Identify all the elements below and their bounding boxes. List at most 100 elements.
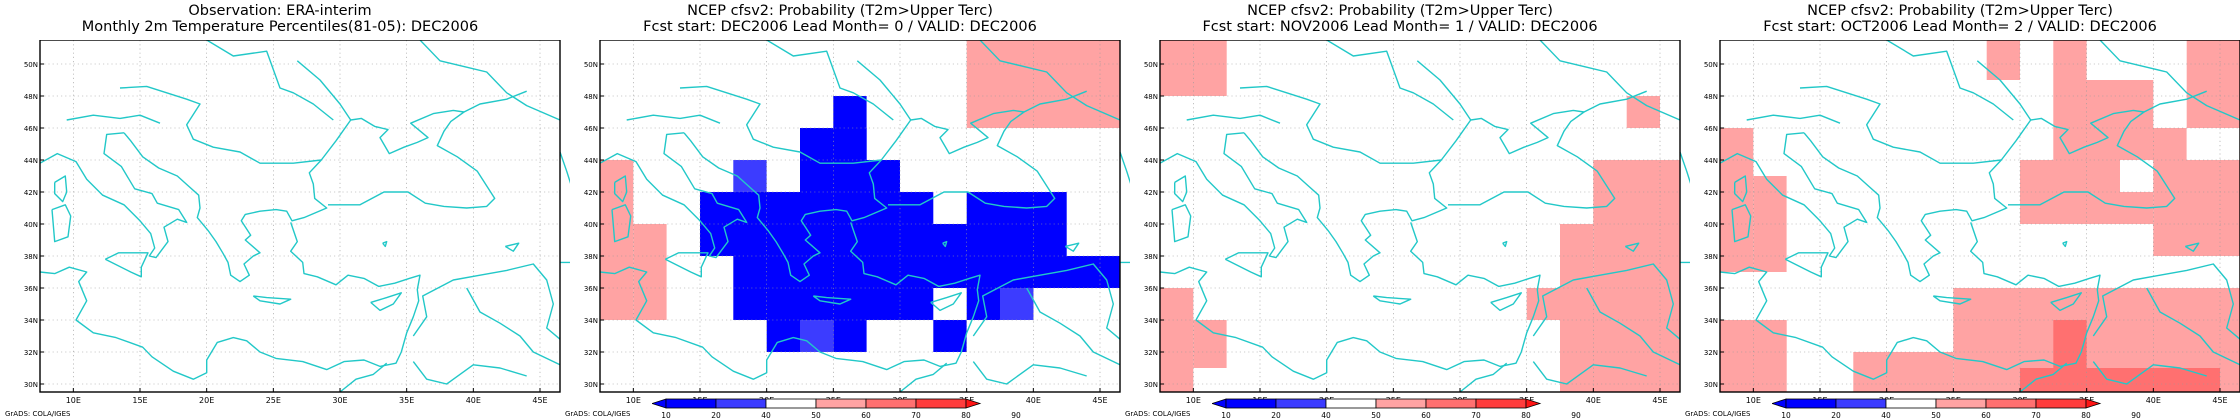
map-frame (39, 40, 561, 393)
lat-tick-label: 34N (1704, 317, 1718, 325)
coastline (1532, 361, 1647, 385)
coastline (611, 204, 632, 243)
coastline (2184, 242, 2200, 252)
lon-tick-label: 35E (399, 396, 414, 405)
colorbar-label: 70 (2031, 411, 2041, 420)
probability-cells (1720, 40, 2240, 392)
panel-title: NCEP cfsv2: Probability (T2m>Upper Terc) (1807, 3, 2113, 19)
lat-tick-label: 40N (584, 221, 598, 229)
lat-tick-label: 32N (24, 349, 38, 357)
map-frame (599, 40, 1121, 393)
lat-tick-label: 36N (1704, 285, 1718, 293)
coastline (942, 240, 948, 248)
lat-tick-label: 50N (24, 61, 38, 69)
lon-tick-label: 45E (2212, 396, 2227, 405)
colorbar-label: 40 (1321, 411, 1331, 420)
colorbar-segment (765, 398, 817, 409)
map-plot: 10E15E20E25E30E35E40E45E30N32N34N36N38N4… (1144, 40, 1690, 405)
map-panel: NCEP cfsv2: Probability (T2m>Upper Terc)… (1120, 0, 1690, 420)
coastline (2143, 90, 2207, 113)
coastline (2019, 362, 2068, 393)
colorbar-label: 60 (861, 411, 871, 420)
coastline (972, 361, 1087, 385)
lat-tick-label: 30N (584, 381, 598, 389)
lon-tick-label: 40E (2146, 396, 2161, 405)
coastline (2092, 361, 2207, 385)
colorbar-label: 80 (961, 411, 971, 420)
lat-tick-label: 46N (584, 125, 598, 133)
coastline (812, 295, 852, 305)
panel-subtitle: Fcst start: DEC2006 Lead Month= 0 / VALI… (643, 19, 1037, 35)
lat-tick-label: 42N (584, 189, 598, 197)
coastline (972, 263, 1121, 340)
colorbar-segment (715, 398, 767, 409)
lat-tick-label: 36N (24, 285, 38, 293)
coastline (119, 85, 322, 164)
lat-tick-label: 30N (1704, 381, 1718, 389)
colorbar-label: 70 (911, 411, 921, 420)
lon-tick-label: 15E (132, 396, 147, 405)
coastline (2050, 292, 2082, 312)
colorbar-segment (1785, 398, 1837, 409)
panel-subtitle: Fcst start: NOV2006 Lead Month= 1 / VALI… (1202, 19, 1598, 35)
coastline (766, 40, 894, 121)
lat-tick-label: 38N (24, 253, 38, 261)
map-frame (1719, 40, 2240, 393)
lon-tick-label: 40E (1026, 396, 1041, 405)
coastline (39, 222, 421, 380)
lon-tick-label: 10E (626, 396, 641, 405)
probability-cells (600, 40, 1120, 352)
panel-title: NCEP cfsv2: Probability (T2m>Upper Terc) (687, 3, 993, 19)
grads-credit: GrADS: COLA/IGES (5, 410, 71, 418)
coastline (1159, 222, 1541, 380)
coastline (1502, 240, 1508, 248)
colorbar-segment (915, 398, 967, 409)
probability-cell (700, 192, 934, 224)
coastline (412, 361, 527, 385)
colorbar-label: 80 (2081, 411, 2091, 420)
coastline (1026, 287, 1121, 366)
lat-tick-label: 34N (24, 317, 38, 325)
probability-cell (733, 288, 934, 320)
coastline (1459, 362, 1508, 393)
colorbar: 10 20 40 50 60 70 80 90 (1212, 398, 1581, 420)
colorbar-segment (1475, 398, 1527, 409)
coastline (66, 114, 161, 124)
coastline (2062, 240, 2068, 248)
lat-tick-label: 30N (1144, 381, 1158, 389)
map-plot: 10E15E20E25E30E35E40E45E30N32N34N36N38N4… (584, 40, 1130, 405)
map-panel: NCEP cfsv2: Probability (T2m>Upper Terc)… (1680, 0, 2240, 420)
coastline (252, 295, 292, 305)
coastline (1243, 109, 1616, 283)
colorbar-label: 50 (1931, 411, 1941, 420)
coastline (599, 132, 748, 259)
lon-tick-label: 45E (1652, 396, 1667, 405)
panel-title: NCEP cfsv2: Probability (T2m>Upper Terc) (1247, 3, 1553, 19)
coastline (1224, 252, 1269, 278)
lon-tick-label: 40E (466, 396, 481, 405)
probability-cell (2053, 320, 2087, 368)
colorbar-label: 20 (1831, 411, 1841, 420)
coastline (1734, 175, 1748, 203)
coastline (206, 40, 334, 121)
probability-cell (800, 320, 834, 352)
panel-title: Observation: ERA-interim (188, 3, 372, 19)
lat-tick-label: 38N (584, 253, 598, 261)
colorbar-segment (1835, 398, 1887, 409)
coastline (123, 109, 496, 283)
lat-tick-label: 38N (1144, 253, 1158, 261)
probability-cell (933, 320, 967, 352)
coastline (1784, 252, 1829, 278)
coastline (1624, 242, 1640, 252)
coastline (679, 85, 882, 164)
probability-cell (800, 160, 900, 192)
colorbar-segment (965, 398, 982, 409)
lat-tick-label: 46N (1144, 125, 1158, 133)
coastline (1416, 60, 1472, 121)
lon-tick-label: 10E (1186, 396, 1201, 405)
map-plot: 10E15E20E25E30E35E40E45E30N32N34N36N38N4… (1704, 40, 2240, 405)
colorbar-label: 90 (1571, 411, 1581, 420)
coastline (463, 90, 527, 113)
probability-cell (700, 224, 1067, 256)
colorbar-label: 40 (1881, 411, 1891, 420)
